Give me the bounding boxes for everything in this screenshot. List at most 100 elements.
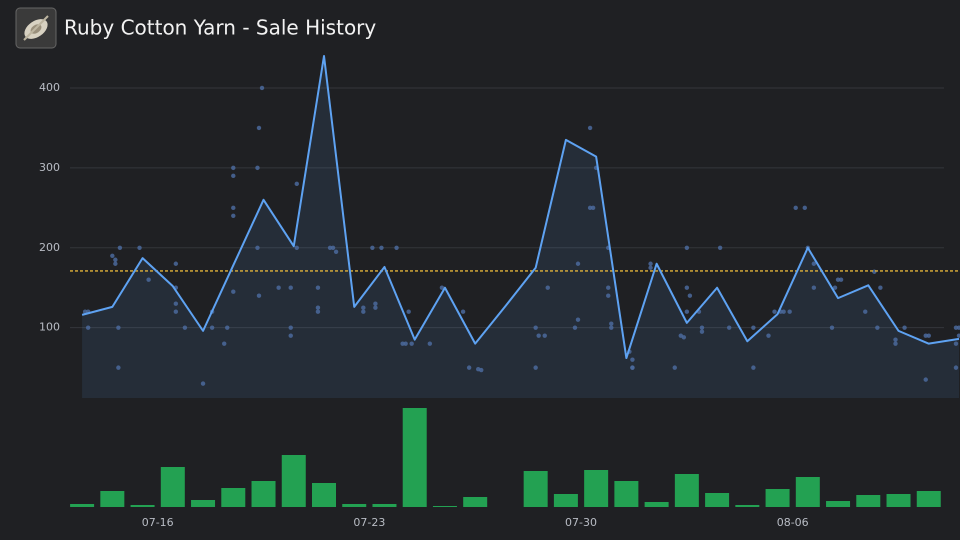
sale-point [772,309,777,314]
sale-point [231,213,236,219]
sale-point [863,309,868,314]
sale-point [872,269,877,274]
sale-point [256,125,262,131]
sale-point [926,333,931,338]
sale-point [173,261,179,266]
volume-bar [553,494,578,507]
sale-point [787,309,792,314]
y-tick-label: 400 [39,81,60,94]
x-tick-label: 07-30 [565,516,597,529]
sale-point [327,245,333,250]
sale-point [330,245,336,250]
volume-bar [584,470,609,507]
volume-bar [251,481,276,507]
sale-point [684,245,690,250]
sale-point [630,365,635,370]
sale-point [953,325,959,330]
sale-point [288,333,293,338]
sale-point [575,261,581,266]
sale-point [113,261,118,266]
sale-point [717,245,723,250]
sale-point [533,365,538,370]
sale-point [137,245,142,250]
sale-point [315,309,321,314]
sale-point [146,277,151,282]
sale-point [400,341,405,346]
sale-point [255,165,260,171]
sale-point [173,301,179,306]
sale-point [288,285,293,290]
sale-point [460,309,466,314]
volume-bar [856,495,881,507]
volume-bar [191,500,216,507]
volume-bar [826,501,851,507]
volume-bar [281,455,306,507]
sale-point [672,365,677,370]
sale-point [231,205,236,211]
sale-point [370,245,375,250]
sale-point [606,293,611,298]
sale-point [117,245,123,250]
sale-point [609,321,614,326]
x-tick-label: 07-16 [142,516,174,529]
volume-bar [70,504,95,507]
sale-point [893,337,898,342]
sale-point [288,325,293,330]
sale-point [829,325,835,330]
volume-bar [765,489,790,507]
sale-point [294,181,299,187]
sale-point [479,367,484,373]
sale-point [406,309,411,314]
sale-point [878,285,883,290]
sale-point [923,333,928,338]
volume-bar [342,504,367,507]
sale-point [231,173,236,179]
volume-bar [100,491,125,507]
sale-point [835,277,841,282]
volume-bar [160,467,185,507]
volume-bar [705,493,730,507]
sale-point [832,285,838,290]
sale-point [315,285,321,290]
sale-point [648,265,653,270]
volume-bar [432,506,457,507]
sale-point [394,245,399,250]
sale-point [255,245,260,250]
volume-bar [130,505,155,507]
sale-point [726,325,732,330]
sale-point [373,305,378,310]
volume-bar [463,497,488,507]
sale-point [875,325,880,330]
sale-point [956,333,960,338]
sale-point [373,301,378,306]
sale-point [630,357,635,362]
sale-point [953,365,959,370]
sale-point [684,285,690,290]
volume-bar [674,474,699,507]
sale-point [315,305,321,310]
sale-point [648,261,653,266]
sale-point [609,325,614,330]
sale-point [781,309,786,314]
volume-bar [372,504,397,507]
sale-point [276,285,281,290]
volume-bar [221,488,246,507]
sale-point [256,293,262,298]
sale-point [182,325,188,330]
sale-point [953,341,959,346]
y-tick-label: 100 [39,321,60,334]
y-tick-label: 200 [39,241,60,254]
sale-point [259,85,265,91]
sale-point [893,341,898,346]
x-tick-label: 07-23 [353,516,385,529]
sale-point [403,341,408,346]
volume-bar [795,477,820,507]
volume-bar [735,505,760,507]
sale-point [956,325,960,330]
sale-point [379,245,384,250]
price-line [81,54,960,360]
chart-title: Ruby Cotton Yarn - Sale History [64,16,376,40]
sale-point [113,257,118,262]
area [82,55,960,398]
